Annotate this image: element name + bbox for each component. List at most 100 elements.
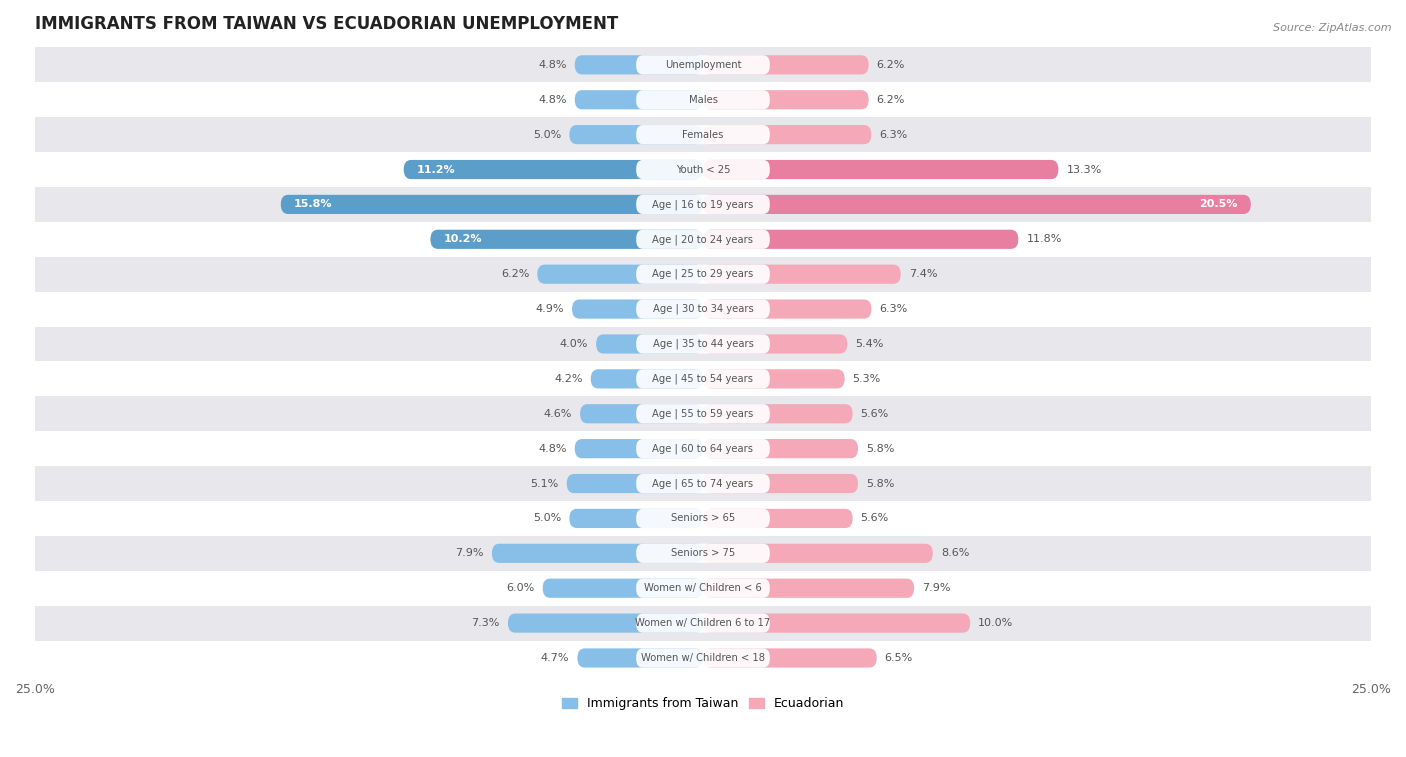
- Text: 11.8%: 11.8%: [1026, 235, 1062, 245]
- Text: Source: ZipAtlas.com: Source: ZipAtlas.com: [1274, 23, 1392, 33]
- FancyBboxPatch shape: [636, 439, 770, 458]
- FancyBboxPatch shape: [703, 90, 869, 109]
- FancyBboxPatch shape: [404, 160, 703, 179]
- Text: Age | 16 to 19 years: Age | 16 to 19 years: [652, 199, 754, 210]
- Text: 5.6%: 5.6%: [860, 409, 889, 419]
- FancyBboxPatch shape: [581, 404, 703, 423]
- Bar: [35, 606, 1371, 640]
- Bar: [35, 117, 1371, 152]
- Bar: [35, 83, 1371, 117]
- Legend: Immigrants from Taiwan, Ecuadorian: Immigrants from Taiwan, Ecuadorian: [557, 692, 849, 715]
- FancyBboxPatch shape: [636, 335, 770, 354]
- FancyBboxPatch shape: [703, 335, 848, 354]
- FancyBboxPatch shape: [703, 404, 852, 423]
- FancyBboxPatch shape: [569, 509, 703, 528]
- Text: Age | 30 to 34 years: Age | 30 to 34 years: [652, 304, 754, 314]
- FancyBboxPatch shape: [636, 90, 770, 109]
- Text: 5.1%: 5.1%: [530, 478, 558, 488]
- FancyBboxPatch shape: [636, 300, 770, 319]
- FancyBboxPatch shape: [575, 90, 703, 109]
- Text: Age | 65 to 74 years: Age | 65 to 74 years: [652, 478, 754, 489]
- FancyBboxPatch shape: [575, 439, 703, 458]
- FancyBboxPatch shape: [636, 160, 770, 179]
- Bar: [35, 152, 1371, 187]
- Text: 15.8%: 15.8%: [294, 199, 333, 210]
- Text: 7.9%: 7.9%: [922, 583, 950, 593]
- Text: Age | 45 to 54 years: Age | 45 to 54 years: [652, 374, 754, 384]
- Bar: [35, 222, 1371, 257]
- Text: 5.0%: 5.0%: [533, 513, 561, 523]
- FancyBboxPatch shape: [636, 404, 770, 423]
- FancyBboxPatch shape: [508, 613, 703, 633]
- FancyBboxPatch shape: [636, 509, 770, 528]
- Bar: [35, 257, 1371, 291]
- FancyBboxPatch shape: [703, 160, 1059, 179]
- Text: Age | 35 to 44 years: Age | 35 to 44 years: [652, 338, 754, 349]
- Text: 6.3%: 6.3%: [879, 304, 908, 314]
- Text: 4.7%: 4.7%: [541, 653, 569, 663]
- Text: 7.3%: 7.3%: [471, 618, 501, 628]
- FancyBboxPatch shape: [703, 439, 858, 458]
- Text: 4.0%: 4.0%: [560, 339, 588, 349]
- Text: Females: Females: [682, 129, 724, 139]
- Text: 5.6%: 5.6%: [860, 513, 889, 523]
- FancyBboxPatch shape: [636, 369, 770, 388]
- Text: 4.2%: 4.2%: [554, 374, 582, 384]
- FancyBboxPatch shape: [636, 229, 770, 249]
- FancyBboxPatch shape: [636, 544, 770, 563]
- FancyBboxPatch shape: [578, 649, 703, 668]
- FancyBboxPatch shape: [636, 265, 770, 284]
- Text: 5.0%: 5.0%: [533, 129, 561, 139]
- FancyBboxPatch shape: [636, 578, 770, 598]
- Text: Males: Males: [689, 95, 717, 104]
- Text: Age | 55 to 59 years: Age | 55 to 59 years: [652, 409, 754, 419]
- FancyBboxPatch shape: [703, 195, 1251, 214]
- FancyBboxPatch shape: [543, 578, 703, 598]
- Text: 10.2%: 10.2%: [444, 235, 482, 245]
- Text: 6.5%: 6.5%: [884, 653, 912, 663]
- FancyBboxPatch shape: [636, 613, 770, 633]
- Text: Age | 20 to 24 years: Age | 20 to 24 years: [652, 234, 754, 245]
- FancyBboxPatch shape: [636, 125, 770, 145]
- FancyBboxPatch shape: [591, 369, 703, 388]
- FancyBboxPatch shape: [703, 474, 858, 493]
- Bar: [35, 361, 1371, 397]
- Bar: [35, 536, 1371, 571]
- Text: Unemployment: Unemployment: [665, 60, 741, 70]
- Text: 6.2%: 6.2%: [877, 60, 905, 70]
- Text: Age | 25 to 29 years: Age | 25 to 29 years: [652, 269, 754, 279]
- FancyBboxPatch shape: [703, 649, 877, 668]
- FancyBboxPatch shape: [281, 195, 703, 214]
- Text: IMMIGRANTS FROM TAIWAN VS ECUADORIAN UNEMPLOYMENT: IMMIGRANTS FROM TAIWAN VS ECUADORIAN UNE…: [35, 15, 619, 33]
- FancyBboxPatch shape: [575, 55, 703, 74]
- FancyBboxPatch shape: [636, 474, 770, 493]
- Text: 4.8%: 4.8%: [538, 444, 567, 453]
- FancyBboxPatch shape: [703, 265, 901, 284]
- FancyBboxPatch shape: [703, 369, 845, 388]
- Text: 10.0%: 10.0%: [979, 618, 1014, 628]
- Text: 4.8%: 4.8%: [538, 95, 567, 104]
- FancyBboxPatch shape: [492, 544, 703, 563]
- FancyBboxPatch shape: [703, 300, 872, 319]
- Text: 8.6%: 8.6%: [941, 548, 969, 559]
- Bar: [35, 326, 1371, 361]
- FancyBboxPatch shape: [567, 474, 703, 493]
- Bar: [35, 640, 1371, 675]
- Text: Seniors > 65: Seniors > 65: [671, 513, 735, 523]
- Text: Age | 60 to 64 years: Age | 60 to 64 years: [652, 444, 754, 454]
- Bar: [35, 431, 1371, 466]
- FancyBboxPatch shape: [703, 229, 1018, 249]
- Text: 20.5%: 20.5%: [1199, 199, 1237, 210]
- Text: 13.3%: 13.3%: [1066, 164, 1102, 175]
- FancyBboxPatch shape: [569, 125, 703, 145]
- Bar: [35, 187, 1371, 222]
- Text: 6.2%: 6.2%: [877, 95, 905, 104]
- Text: 6.0%: 6.0%: [506, 583, 534, 593]
- FancyBboxPatch shape: [636, 195, 770, 214]
- FancyBboxPatch shape: [703, 544, 932, 563]
- FancyBboxPatch shape: [596, 335, 703, 354]
- Bar: [35, 397, 1371, 431]
- Bar: [35, 48, 1371, 83]
- Text: 4.8%: 4.8%: [538, 60, 567, 70]
- FancyBboxPatch shape: [703, 509, 852, 528]
